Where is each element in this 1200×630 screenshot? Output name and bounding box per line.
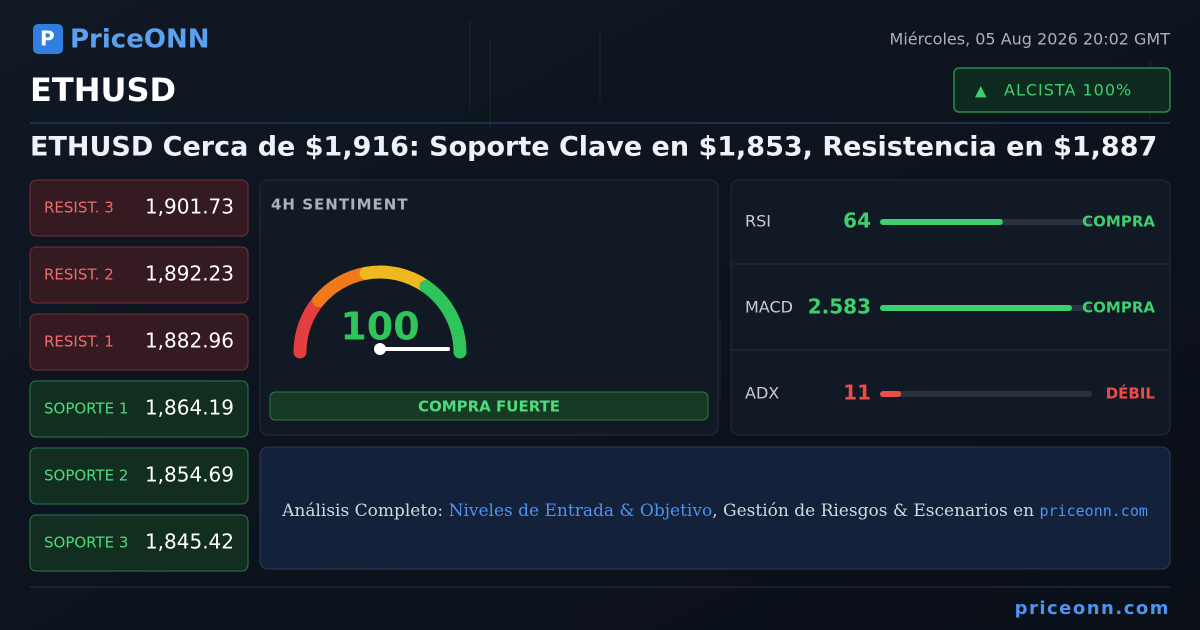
promo-site: priceonn.com xyxy=(1040,502,1148,520)
indicator-value: 2.583 xyxy=(808,295,871,319)
indicator-value: 64 xyxy=(843,209,871,233)
promo-rest: , Gestión de Riesgos & Escenarios en xyxy=(712,501,1034,521)
sentiment-panel xyxy=(259,179,719,436)
verdict-box xyxy=(269,391,709,421)
headline: ETHUSD Cerca de $1,916: Soporte Clave en… xyxy=(30,132,1157,163)
promo-panel xyxy=(259,446,1171,570)
level-label: SOPORTE 1 xyxy=(44,400,128,418)
badge-arrow: ▲ xyxy=(975,82,987,100)
gauge-score: 100 xyxy=(340,305,419,349)
level-box xyxy=(29,313,249,371)
logo-icon xyxy=(33,24,63,54)
promo-link: Niveles de Entrada & Objetivo xyxy=(449,501,713,521)
gauge-arc xyxy=(419,279,467,359)
level-box xyxy=(29,447,249,505)
level-box xyxy=(29,514,249,572)
brand: PriceONN xyxy=(70,25,209,55)
level-label: RESIST. 3 xyxy=(44,199,114,217)
level-label: SOPORTE 3 xyxy=(44,534,128,552)
level-value: 1,901.73 xyxy=(145,195,234,219)
level-value: 1,892.23 xyxy=(145,262,234,286)
indicator-name: ADX xyxy=(745,384,779,403)
gauge: 100 xyxy=(293,265,467,359)
level-value: 1,845.42 xyxy=(145,530,234,554)
level-box xyxy=(29,246,249,304)
promo-text: Análisis Completo: Niveles de Entrada & … xyxy=(281,501,1148,521)
indicator-name: RSI xyxy=(745,212,771,231)
level-value: 1,882.96 xyxy=(145,329,234,353)
indicator-signal: COMPRA xyxy=(1082,213,1155,231)
date: Miércoles, 05 Aug 2026 20:02 GMT xyxy=(890,30,1171,49)
logo-glyph: P xyxy=(40,27,55,51)
indicator-bar xyxy=(880,219,1003,225)
level-label: RESIST. 2 xyxy=(44,266,114,284)
level-box xyxy=(29,179,249,237)
indicator-signal: COMPRA xyxy=(1082,299,1155,317)
indicator-bar xyxy=(880,305,1072,311)
verdict: COMPRA FUERTE xyxy=(418,398,560,416)
level-value: 1,864.19 xyxy=(145,396,234,420)
level-label: SOPORTE 2 xyxy=(44,467,128,485)
indicator-bar xyxy=(880,391,902,397)
indicator-name: MACD xyxy=(745,298,793,317)
indicator-track xyxy=(880,391,1092,397)
gauge-hub xyxy=(374,343,386,355)
footer-site: priceonn.com xyxy=(1015,598,1170,619)
indicator-value: 11 xyxy=(843,381,871,405)
badge-text: ALCISTA 100% xyxy=(1004,81,1132,100)
indicator-signal: DÉBIL xyxy=(1106,384,1156,403)
level-value: 1,854.69 xyxy=(145,463,234,487)
symbol: ETHUSD xyxy=(30,71,176,109)
level-box xyxy=(29,380,249,438)
promo-lead: Análisis Completo: xyxy=(281,501,443,521)
level-label: RESIST. 1 xyxy=(44,333,114,351)
badge xyxy=(953,67,1171,113)
sentiment-title: 4H SENTIMENT xyxy=(271,196,409,214)
